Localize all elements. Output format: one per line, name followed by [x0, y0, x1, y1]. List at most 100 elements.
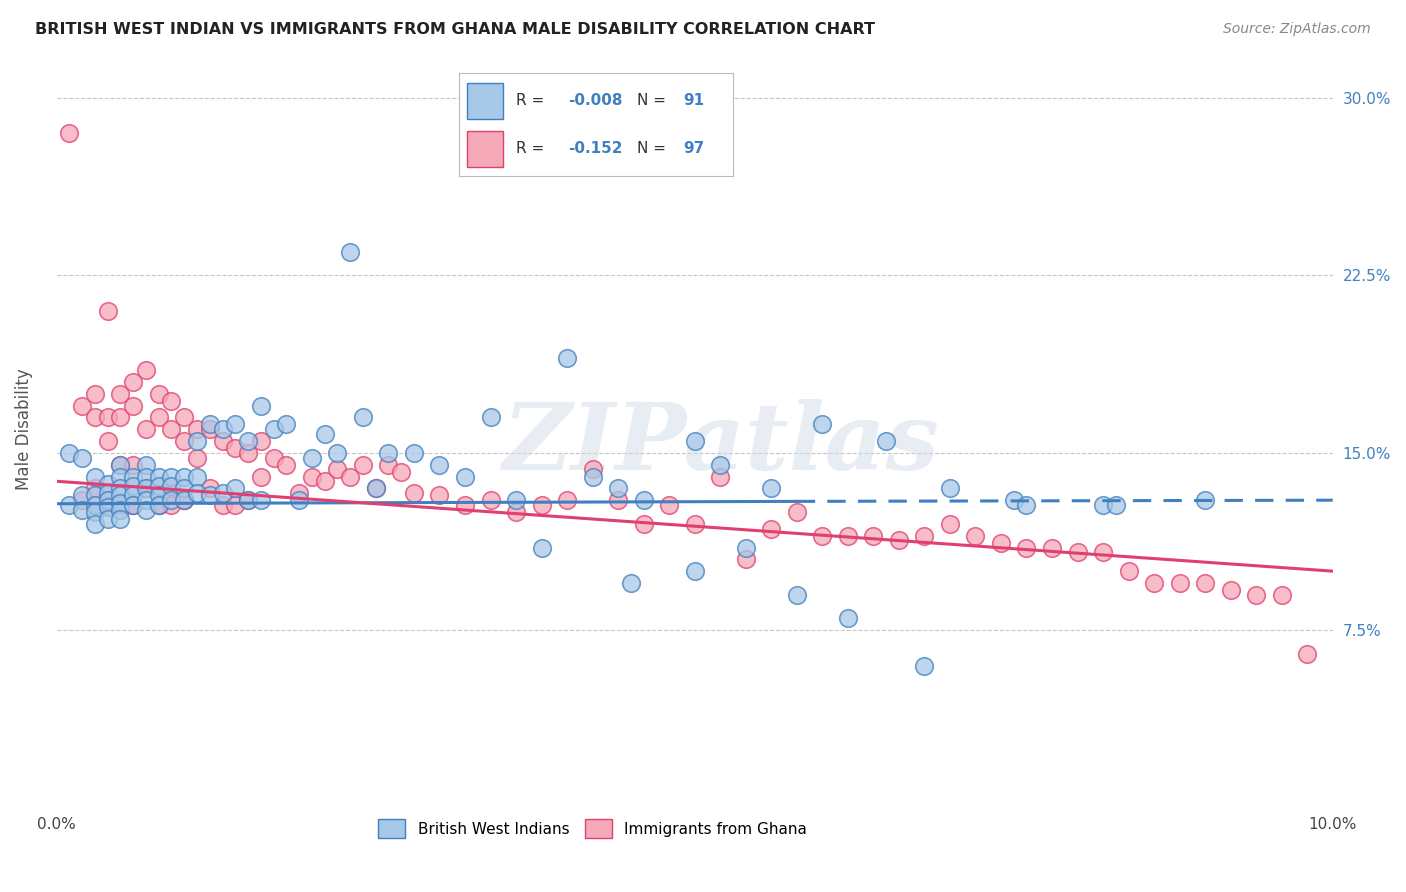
Point	[352, 410, 374, 425]
Point	[1296, 647, 1319, 661]
Point	[160, 422, 183, 436]
Point	[173, 493, 195, 508]
Point	[186, 469, 208, 483]
Point	[83, 498, 105, 512]
Point	[160, 486, 183, 500]
Point	[83, 386, 105, 401]
Point	[301, 469, 323, 483]
Point	[236, 493, 259, 508]
Point	[83, 488, 105, 502]
Point	[276, 417, 298, 432]
Point	[837, 529, 859, 543]
Point	[97, 493, 120, 508]
Point	[160, 469, 183, 483]
Point	[135, 458, 157, 472]
Point	[479, 493, 502, 508]
Point	[761, 481, 783, 495]
Point	[581, 462, 603, 476]
Point	[607, 493, 630, 508]
Point	[364, 481, 387, 495]
Point	[389, 465, 412, 479]
Point	[912, 658, 935, 673]
Point	[110, 495, 132, 509]
Point	[83, 505, 105, 519]
Point	[148, 410, 170, 425]
Point	[110, 458, 132, 472]
Point	[110, 498, 132, 512]
Point	[811, 417, 834, 432]
Point	[1219, 583, 1241, 598]
Point	[236, 434, 259, 448]
Point	[454, 469, 477, 483]
Point	[875, 434, 897, 448]
Point	[263, 450, 285, 465]
Point	[683, 564, 706, 578]
Point	[1092, 498, 1115, 512]
Point	[83, 481, 105, 495]
Point	[1002, 493, 1025, 508]
Point	[786, 505, 808, 519]
Point	[887, 533, 910, 548]
Point	[620, 576, 643, 591]
Point	[364, 481, 387, 495]
Point	[97, 434, 120, 448]
Legend: British West Indians, Immigrants from Ghana: British West Indians, Immigrants from Gh…	[370, 812, 815, 846]
Point	[326, 446, 349, 460]
Point	[837, 611, 859, 625]
Point	[58, 446, 80, 460]
Point	[122, 458, 145, 472]
Point	[377, 458, 399, 472]
Point	[1118, 564, 1140, 578]
Point	[1143, 576, 1166, 591]
Point	[83, 516, 105, 531]
Point	[160, 493, 183, 508]
Point	[122, 498, 145, 512]
Y-axis label: Male Disability: Male Disability	[15, 368, 32, 490]
Point	[734, 541, 756, 555]
Point	[211, 434, 233, 448]
Text: BRITISH WEST INDIAN VS IMMIGRANTS FROM GHANA MALE DISABILITY CORRELATION CHART: BRITISH WEST INDIAN VS IMMIGRANTS FROM G…	[35, 22, 875, 37]
Point	[97, 500, 120, 515]
Point	[135, 422, 157, 436]
Point	[135, 493, 157, 508]
Point	[249, 493, 271, 508]
Point	[160, 479, 183, 493]
Point	[249, 469, 271, 483]
Point	[1105, 498, 1128, 512]
Point	[1092, 545, 1115, 559]
Point	[1244, 588, 1267, 602]
Point	[263, 422, 285, 436]
Point	[683, 516, 706, 531]
Point	[148, 469, 170, 483]
Point	[97, 512, 120, 526]
Point	[70, 493, 93, 508]
Point	[97, 476, 120, 491]
Point	[148, 498, 170, 512]
Point	[58, 498, 80, 512]
Point	[110, 458, 132, 472]
Point	[97, 493, 120, 508]
Point	[173, 410, 195, 425]
Point	[110, 502, 132, 516]
Point	[173, 493, 195, 508]
Point	[211, 422, 233, 436]
Point	[70, 488, 93, 502]
Point	[110, 512, 132, 526]
Point	[965, 529, 987, 543]
Point	[530, 541, 553, 555]
Point	[224, 498, 246, 512]
Text: ZIPatlas: ZIPatlas	[502, 400, 939, 490]
Point	[352, 458, 374, 472]
Point	[339, 244, 361, 259]
Point	[70, 502, 93, 516]
Point	[581, 469, 603, 483]
Point	[70, 450, 93, 465]
Point	[288, 486, 311, 500]
Point	[658, 498, 681, 512]
Point	[429, 488, 451, 502]
Point	[58, 127, 80, 141]
Text: Source: ZipAtlas.com: Source: ZipAtlas.com	[1223, 22, 1371, 37]
Point	[429, 458, 451, 472]
Point	[249, 399, 271, 413]
Point	[633, 493, 655, 508]
